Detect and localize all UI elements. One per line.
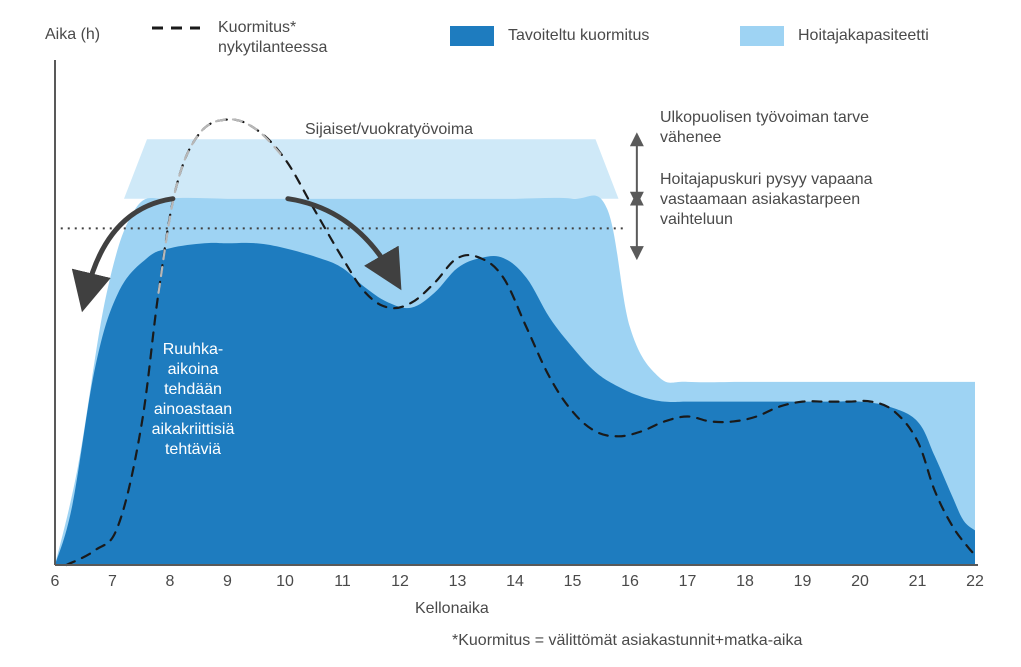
x-tick: 15 [564, 573, 582, 591]
x-tick: 22 [966, 573, 984, 591]
x-tick: 11 [334, 573, 351, 591]
x-tick: 16 [621, 573, 639, 591]
x-tick: 9 [223, 573, 232, 591]
x-tick: 10 [276, 573, 294, 591]
annotation-ruuhka: Ruuhka- aikoina tehdään ainoastaan aikak… [140, 340, 246, 460]
x-tick: 21 [909, 573, 927, 591]
chart-container: Aika (h) Kuormitus*nykytilanteessa Tavoi… [0, 0, 1021, 667]
x-tick: 12 [391, 573, 409, 591]
x-tick: 13 [449, 573, 467, 591]
chart-plot [0, 0, 1021, 667]
annotation-external-need: Ulkopuolisen työvoiman tarve vähenee [660, 108, 869, 148]
x-tick: 20 [851, 573, 869, 591]
x-tick: 19 [794, 573, 812, 591]
x-tick: 7 [108, 573, 117, 591]
x-tick: 18 [736, 573, 754, 591]
x-tick: 8 [166, 573, 175, 591]
x-tick: 14 [506, 573, 524, 591]
temp-labor-area [124, 139, 619, 198]
x-axis-label: Kellonaika [415, 600, 489, 618]
annotation-buffer: Hoitajapuskuri pysyy vapaana vastaamaan … [660, 170, 873, 230]
footnote: *Kuormitus = välittömät asiakastunnit+ma… [452, 632, 802, 650]
annotation-sijaiset: Sijaiset/vuokratyövoima [305, 120, 473, 140]
x-tick: 17 [679, 573, 697, 591]
x-tick: 6 [51, 573, 60, 591]
